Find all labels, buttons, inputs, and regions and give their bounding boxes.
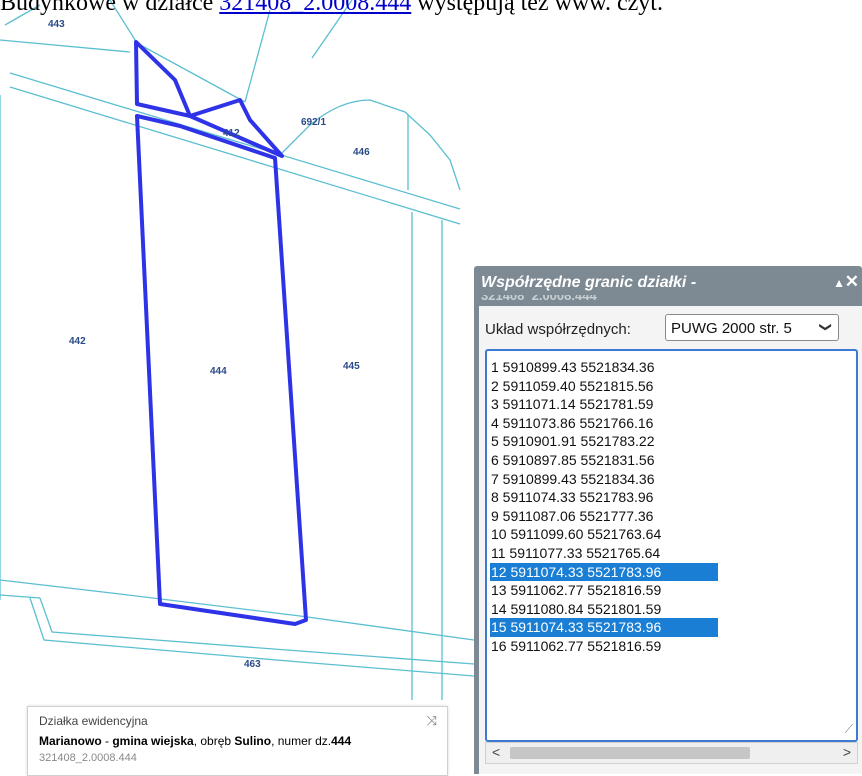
parcel-number: 444 [331, 734, 352, 748]
document-text-line: Budynkowe w działce 321408_2.0008.444 wy… [0, 0, 663, 17]
text-suffix: występują też www. czyt. [411, 0, 663, 16]
scroll-left-icon[interactable]: < [492, 744, 501, 760]
close-icon[interactable]: ✕ [844, 272, 859, 291]
parcel-id: 321408_2.0008.444 [39, 752, 137, 764]
separator: , obręb [193, 734, 235, 748]
parcel-label-446: 446 [353, 147, 370, 158]
coordinate-row[interactable]: 5 5910901.91 5521783.22 [491, 433, 655, 450]
close-icon[interactable]: ⤨ [426, 713, 437, 728]
parcel-label-442: 442 [69, 336, 86, 347]
gmina: gmina wiejska [112, 734, 194, 748]
coordinate-row[interactable]: 14 5911080.84 5521801.59 [491, 600, 662, 617]
crs-label: Układ współrzędnych: [485, 321, 631, 338]
parcel-label-445: 445 [343, 361, 360, 372]
scrollbar-thumb[interactable] [510, 747, 750, 759]
coordinate-row[interactable]: 6 5910897.85 5521831.56 [491, 451, 655, 468]
popup-title: Działka ewidencyjna [39, 714, 148, 728]
parcel-boundaries [0, 0, 475, 700]
parcel-info-popup: Działka ewidencyjna ⤨ Marianowo - gmina … [27, 706, 448, 776]
parcel-labels: 443 412 692/1 446 442 444 445 463 [48, 19, 370, 670]
parcel-link[interactable]: 321408_2.0008.444 [219, 0, 412, 16]
selected-parcel-outline[interactable] [134, 40, 308, 626]
coordinate-row[interactable]: 8 5911074.33 5521783.96 [491, 489, 654, 506]
chevron-down-icon: ❯ [818, 321, 833, 333]
coordinate-row[interactable]: 13 5911062.77 5521816.59 [491, 582, 662, 599]
coordinate-row[interactable]: 12 5911074.33 5521783.96 [490, 562, 718, 582]
coordinate-row[interactable]: 2 5911059.40 5521815.56 [491, 377, 654, 394]
parcel-label-412: 412 [223, 128, 240, 139]
panel-title-continued: 321408_2.0008.444 [481, 295, 597, 301]
coordinate-row[interactable]: 15 5911074.33 5521783.96 [490, 618, 718, 637]
coordinate-row[interactable]: 1 5910899.43 5521834.36 [491, 359, 655, 375]
text-prefix: Budynkowe w działce [0, 0, 220, 16]
coordinates-panel: Współrzędne granic działki - 321408_2.00… [474, 266, 862, 774]
parcel-label-444: 444 [210, 366, 227, 377]
coordinate-row[interactable]: 7 5910899.43 5521834.36 [491, 470, 655, 487]
resize-handle-icon[interactable]: ⟋ [844, 722, 853, 736]
parcel-label-463: 463 [244, 659, 261, 670]
collapse-icon[interactable]: ▲ [833, 276, 845, 290]
locality: Marianowo [39, 734, 102, 748]
coordinates-textarea[interactable]: 1 5910899.43 5521834.36 2 5911059.40 5521… [485, 349, 858, 742]
crs-selected-value: PUWG 2000 str. 5 [671, 320, 792, 337]
horizontal-scrollbar[interactable]: < > [485, 742, 858, 764]
parcel-label-692-1: 692/1 [301, 117, 326, 128]
panel-title: Współrzędne granic działki - [481, 274, 697, 291]
coordinate-row[interactable]: 3 5911071.14 5521781.59 [491, 396, 654, 413]
scroll-right-icon[interactable]: > [842, 744, 851, 760]
parcel-label-443: 443 [48, 19, 65, 30]
panel-body: Układ współrzędnych: PUWG 2000 str. 5 ❯ … [479, 306, 862, 774]
parcel-description: Marianowo - gmina wiejska, obręb Sulino,… [39, 734, 351, 748]
coordinate-row[interactable]: 16 5911062.77 5521816.59 [491, 637, 662, 654]
separator: - [101, 734, 113, 748]
coordinate-row[interactable]: 10 5911099.60 5521763.64 [491, 526, 662, 543]
obreb: Sulino [234, 734, 272, 748]
coordinates-list: 1 5910899.43 5521834.36 2 5911059.40 5521… [490, 358, 718, 656]
coordinate-row[interactable]: 11 5911077.33 5521765.64 [491, 544, 661, 561]
crs-select[interactable]: PUWG 2000 str. 5 ❯ [665, 314, 839, 341]
coordinate-row[interactable]: 9 5911087.06 5521777.36 [491, 507, 654, 524]
separator: , numer dz. [271, 734, 332, 748]
coordinate-row[interactable]: 4 5911073.86 5521766.16 [491, 414, 654, 431]
